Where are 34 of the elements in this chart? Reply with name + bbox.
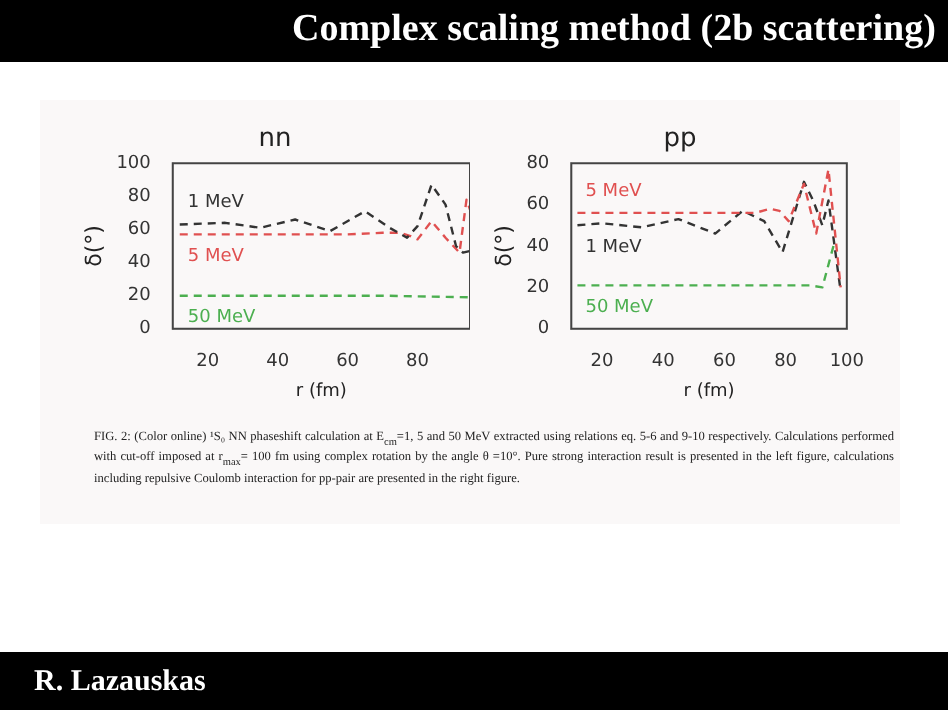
x-tick-label: 80 [406, 352, 430, 373]
x-tick-label: 20 [590, 352, 614, 373]
x-tick-label: 60 [336, 352, 360, 373]
x-tick-label: 100 [829, 352, 865, 373]
x-tick-label: 60 [712, 352, 737, 373]
y-tick-label: 60 [127, 220, 152, 241]
x-tick-label: 40 [651, 352, 676, 373]
x-axis-title: r (fm) [295, 381, 347, 402]
x-tick-label: 20 [196, 352, 220, 373]
y-tick-label: 20 [526, 278, 550, 299]
y-tick-label: 0 [537, 319, 550, 340]
series-label: 50 MeV [187, 308, 257, 329]
y-tick-label: 40 [127, 253, 152, 274]
series-label: 5 MeV [187, 247, 246, 268]
text: R. Lazauskas [34, 666, 206, 700]
text: Complex scaling method (2b scattering) [292, 8, 936, 52]
series-label: 50 MeV [585, 298, 655, 319]
series-label: 1 MeV [187, 193, 246, 214]
chart-title: pp [663, 124, 697, 155]
y-tick-label: 80 [526, 153, 550, 174]
y-tick-label: 100 [116, 153, 152, 174]
y-tick-label: 20 [127, 286, 152, 307]
y-tick-label: 60 [526, 195, 550, 216]
series-label: 5 MeV [585, 181, 644, 202]
y-tick-label: 80 [127, 187, 152, 208]
y-tick-label: 0 [139, 319, 152, 340]
y-axis-title: δ(°) [490, 225, 517, 267]
x-axis-title: r (fm) [683, 381, 735, 402]
x-tick-label: 40 [266, 352, 290, 373]
y-tick-label: 40 [526, 236, 550, 257]
x-tick-label: 80 [774, 352, 798, 373]
series-label: 1 MeV [585, 237, 644, 258]
y-axis-title: δ(°) [80, 225, 107, 267]
chart-title: nn [258, 124, 292, 155]
